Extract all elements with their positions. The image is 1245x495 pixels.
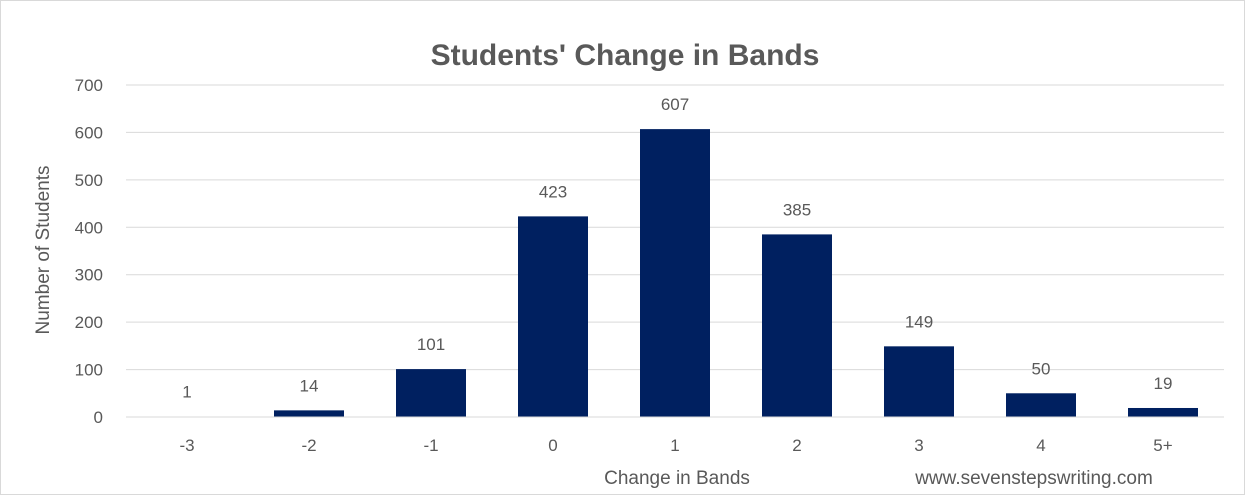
x-tick-label: -3: [179, 436, 194, 455]
bars: [152, 129, 1198, 417]
y-tick-label: 700: [75, 76, 103, 95]
website-credit: www.sevenstepswriting.com: [914, 468, 1153, 489]
x-tick-label: 1: [670, 436, 679, 455]
data-label: 19: [1154, 374, 1173, 393]
data-labels: 1 14 101 423 607 385 149 50 19: [182, 95, 1172, 401]
chart-title: Students' Change in Bands: [431, 39, 820, 72]
data-label: 149: [905, 312, 933, 331]
y-axis-ticks: 0 100 200 300 400 500 600 700: [75, 76, 103, 427]
bar: [396, 369, 466, 417]
data-label: 385: [783, 200, 811, 219]
data-label: 1: [182, 383, 191, 402]
y-tick-label: 500: [75, 171, 103, 190]
data-label: 101: [417, 335, 445, 354]
data-label: 423: [539, 182, 567, 201]
y-tick-label: 300: [75, 266, 103, 285]
bar: [274, 410, 344, 417]
bar: [884, 346, 954, 417]
y-tick-label: 200: [75, 313, 103, 332]
data-label: 50: [1032, 359, 1051, 378]
x-tick-label: -1: [423, 436, 438, 455]
x-tick-label: 4: [1036, 436, 1045, 455]
y-tick-label: 100: [75, 361, 103, 380]
bar: [762, 234, 832, 417]
x-tick-label: 2: [792, 436, 801, 455]
bar: [640, 129, 710, 417]
data-label: 14: [300, 376, 319, 395]
bar: [518, 216, 588, 417]
data-label: 607: [661, 95, 689, 114]
y-tick-label: 400: [75, 218, 103, 237]
x-axis-ticks: -3 -2 -1 0 1 2 3 4 5+: [179, 436, 1172, 455]
x-tick-label: 3: [914, 436, 923, 455]
x-tick-label: -2: [301, 436, 316, 455]
bar: [1006, 393, 1076, 417]
x-tick-label: 0: [548, 436, 557, 455]
y-tick-label: 0: [94, 408, 103, 427]
y-tick-label: 600: [75, 123, 103, 142]
x-tick-label: 5+: [1153, 436, 1172, 455]
y-axis-title: Number of Students: [33, 166, 54, 335]
x-axis-title: Change in Bands: [604, 468, 750, 489]
bar: [1128, 407, 1198, 417]
